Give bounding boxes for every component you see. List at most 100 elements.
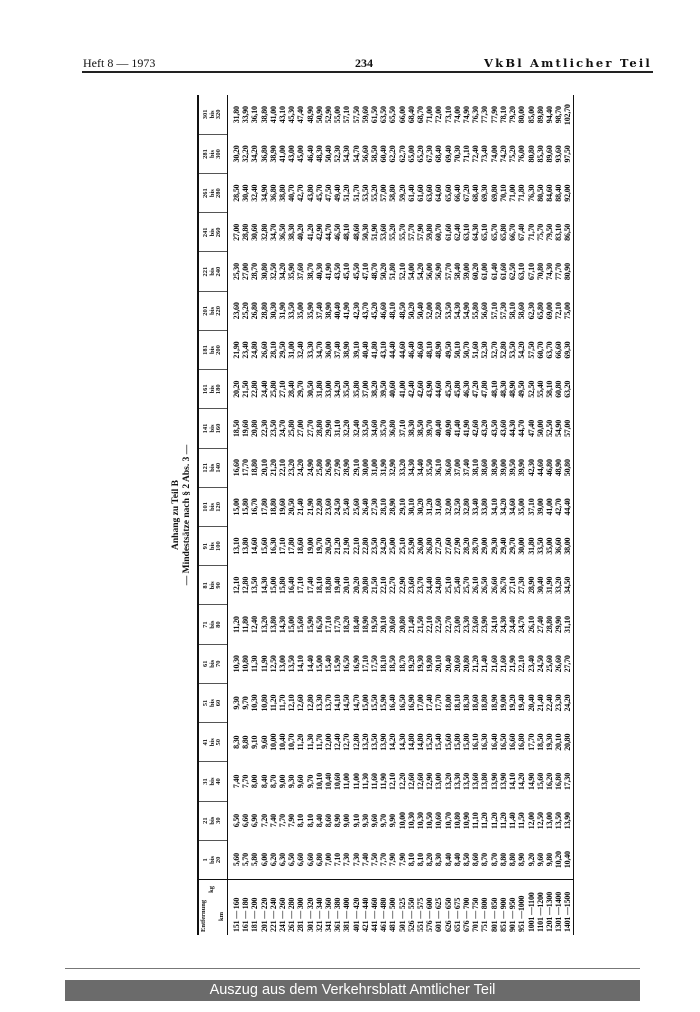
rate-cell: 71,70	[526, 223, 536, 241]
rate-cell: 37,00	[360, 380, 370, 398]
rate-cell: 31,60	[434, 498, 444, 516]
rate-cell: 85,30	[535, 145, 545, 163]
rate-cell: 15,60	[535, 772, 545, 790]
rate-cell: 28,20	[462, 537, 472, 555]
rate-cell: 52,30	[480, 341, 490, 359]
rate-cell: 12,10	[388, 772, 398, 790]
rate-cell: 25,40	[452, 576, 462, 594]
rate-cell: 65,20	[416, 145, 426, 163]
rate-cell: 64,60	[434, 184, 444, 202]
rate-cell: 12,60	[296, 694, 306, 712]
rate-cell: 8,40	[443, 853, 453, 867]
rate-cell: 36,80	[268, 184, 278, 202]
rate-cell: 28,80	[259, 302, 269, 320]
rate-cell: 19,70	[314, 537, 324, 555]
rate-cell: 38,80	[259, 106, 269, 124]
rate-cell: 9,10	[250, 735, 260, 749]
rate-cell: 9,10	[351, 814, 361, 828]
rate-cell: 8,40	[314, 814, 324, 828]
rate-cell: 36,50	[278, 223, 288, 241]
rate-cell: 10,30	[250, 694, 260, 712]
distance-range: 201 — 220	[259, 879, 269, 935]
rate-cell: 52,50	[526, 380, 536, 398]
distance-range: 221 — 240	[268, 879, 279, 935]
rate-cell: 7,90	[397, 853, 407, 867]
rate-cell: 16,60	[508, 733, 518, 751]
weight-class-header: 201 bis 220	[198, 291, 228, 331]
rate-cell: 26,60	[554, 655, 564, 673]
rate-cell: 33,40	[471, 498, 481, 516]
rate-cell: 9,30	[287, 774, 297, 789]
rate-cell: 51,80	[388, 263, 398, 281]
rate-cell: 10,70	[287, 733, 297, 751]
table-row: 151 — 160 5,60 6,50 7,40 8,30 9,30 10,30 11,20 1…	[227, 95, 242, 935]
rate-cell: 30,40	[535, 576, 545, 594]
rate-cell: 27,20	[434, 537, 444, 555]
rate-cell: 34,20	[498, 498, 508, 516]
rate-cell: 48,10	[425, 341, 435, 359]
rate-cell: 36,10	[434, 459, 444, 477]
rate-cell: 39,00	[498, 459, 508, 477]
rate-cell: 6,60	[296, 853, 306, 867]
rate-cell: 14,50	[342, 694, 352, 712]
rate-cell: 10,80	[241, 655, 251, 673]
rate-cell: 58,60	[517, 302, 527, 320]
rate-cell: 23,60	[471, 616, 481, 634]
rate-cell: 65,60	[443, 184, 453, 202]
rate-cell: 57,30	[498, 302, 508, 320]
rate-cell: 43,20	[480, 419, 490, 437]
rate-cell: 13,20	[443, 772, 453, 790]
rate-cell: 32,20	[241, 145, 251, 163]
rate-cell: 13,50	[370, 733, 380, 751]
rate-cell: 7,40	[232, 774, 241, 789]
weight-class-to: 140	[215, 462, 223, 473]
rate-cell: 23,40	[241, 341, 251, 359]
rate-cell: 13,50	[287, 655, 297, 673]
rate-cell: 52,70	[489, 341, 499, 359]
rate-cell: 67,40	[517, 223, 527, 241]
rate-cell: 45,80	[452, 380, 462, 398]
rate-cell: 71,80	[517, 184, 527, 202]
rate-cell: 67,10	[526, 263, 536, 281]
table-row: 421 — 440 7,40 9,30 11,30 13,20 15,00 17,10 18,…	[360, 95, 371, 935]
distance-header: Entfernung	[200, 899, 207, 932]
rate-cell: 18,10	[379, 655, 389, 673]
distance-range: 601 — 625	[434, 879, 444, 935]
rate-cell: 38,30	[406, 419, 416, 437]
rate-cell: 39,00	[535, 498, 545, 516]
rate-cell: 26,40	[360, 498, 370, 516]
rate-cell: 54,20	[416, 263, 426, 281]
rate-cell: 57,00	[563, 419, 573, 437]
rate-cell: 33,20	[397, 459, 407, 477]
rate-cell: 70,80	[535, 263, 545, 281]
rate-cell: 54,00	[406, 263, 416, 281]
rate-cell: 50,20	[406, 302, 416, 320]
rate-cell: 26,70	[498, 576, 508, 594]
rate-cell: 57,00	[379, 184, 389, 202]
rate-cell: 17,40	[305, 576, 315, 594]
rate-cell: 7,70	[278, 814, 288, 828]
rate-cell: 14,80	[406, 733, 416, 751]
rate-cell: 14,30	[259, 576, 269, 594]
rate-cell: 13,20	[360, 733, 370, 751]
rate-cell: 24,70	[278, 419, 288, 437]
rate-cell: 32,80	[259, 223, 269, 241]
rate-cell: 35,50	[425, 459, 435, 477]
rate-cell: 74,90	[462, 106, 472, 124]
rate-cell: 17,00	[416, 694, 426, 712]
weight-class-to: 260	[215, 227, 223, 238]
rate-cell: 47,10	[360, 263, 370, 281]
rate-cell: 97,50	[563, 145, 573, 163]
rate-cell: 10,50	[425, 812, 435, 830]
rate-cell: 63,60	[425, 184, 435, 202]
rate-cell: 20,80	[250, 419, 260, 437]
rate-cell: 20,10	[379, 616, 389, 634]
rate-cell: 15,00	[268, 576, 278, 594]
rate-cell: 8,00	[250, 774, 260, 789]
rate-cell: 16,50	[498, 733, 508, 751]
rate-cell: 49,40	[333, 184, 343, 202]
rate-cell: 13,50	[250, 576, 260, 594]
rate-cell: 55,00	[333, 106, 343, 124]
rate-cell: 15,80	[452, 733, 462, 751]
rate-cell: 21,40	[296, 498, 306, 516]
